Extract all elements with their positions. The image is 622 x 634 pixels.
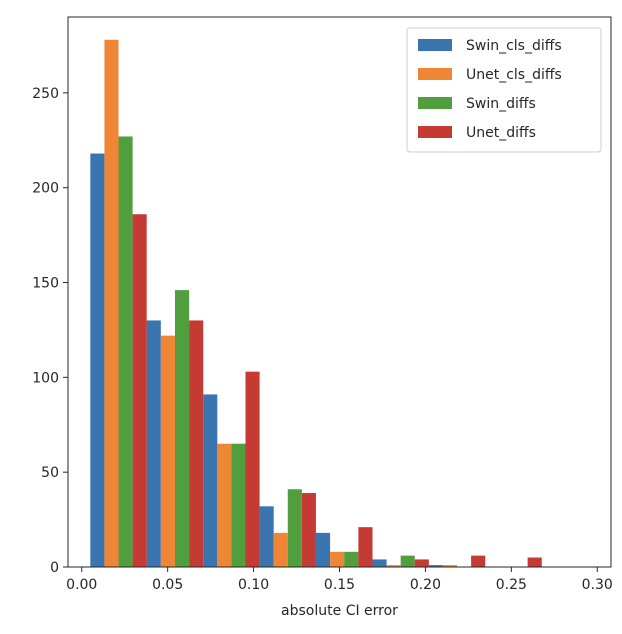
bar-unet-diffs-bin-4 <box>301 493 316 567</box>
x-tick-label: 0.05 <box>152 577 183 593</box>
legend-box <box>406 27 602 153</box>
y-tick-label: 50 <box>41 465 59 481</box>
bar-swin-diffs-bin-2 <box>174 290 190 567</box>
bar-unet-diffs-bin-3 <box>245 371 260 567</box>
x-axis-label: absolute CI error <box>281 603 398 619</box>
legend-label: Unet_diffs <box>466 125 536 141</box>
bar-unet-cls-diffs-bin-7 <box>442 565 458 567</box>
bars-layer <box>90 39 542 568</box>
x-tick-label: 0.30 <box>582 577 613 593</box>
bar-swin-cls-diffs-bin-3 <box>203 394 218 567</box>
bar-swin-cls-diffs-bin-4 <box>259 506 274 567</box>
bar-swin-diffs-bin-6 <box>400 555 415 567</box>
bar-swin-diffs-bin-5 <box>344 551 359 567</box>
bar-unet-cls-diffs-bin-4 <box>273 532 288 567</box>
bar-unet-cls-diffs-bin-2 <box>160 335 175 567</box>
bar-unet-cls-diffs-bin-6 <box>386 565 401 567</box>
bar-unet-cls-diffs-bin-1 <box>104 39 119 568</box>
x-tick-label: 0.10 <box>238 577 269 593</box>
bar-unet-diffs-bin-8 <box>527 557 542 567</box>
y-tick-label: 200 <box>32 181 59 197</box>
bar-swin-cls-diffs-bin-2 <box>146 320 161 567</box>
y-axis: 0 50 100 150 200 250 <box>32 86 68 576</box>
legend-label: Swin_cls_diffs <box>466 38 562 54</box>
bar-unet-diffs-bin-1 <box>132 214 147 567</box>
bar-swin-diffs-bin-1 <box>118 136 133 567</box>
bar-unet-diffs-bin-2 <box>189 320 204 567</box>
legend-swatch <box>418 68 452 80</box>
y-tick-label: 100 <box>32 370 59 386</box>
legend-swatch <box>418 39 452 51</box>
bar-unet-diffs-bin-7 <box>471 555 486 567</box>
legend-swatch <box>418 126 452 138</box>
bar-unet-cls-diffs-bin-5 <box>330 551 345 567</box>
legend-label: Swin_diffs <box>466 96 536 112</box>
bar-unet-diffs-bin-5 <box>358 527 373 567</box>
legend: Swin_cls_diffs Unet_cls_diffs Swin_diffs Un… <box>406 27 602 153</box>
bar-swin-diffs-bin-3 <box>231 443 246 567</box>
y-tick-label: 0 <box>50 560 59 576</box>
legend-swatch <box>418 97 452 109</box>
bar-swin-diffs-bin-4 <box>287 489 302 567</box>
y-tick-label: 150 <box>32 276 59 292</box>
x-tick-label: 0.20 <box>410 577 441 593</box>
bar-swin-cls-diffs-bin-5 <box>315 532 331 567</box>
bar-swin-cls-diffs-bin-1 <box>90 153 105 567</box>
y-tick-label: 250 <box>32 86 59 102</box>
x-tick-label: 0.25 <box>496 577 527 593</box>
bar-unet-cls-diffs-bin-3 <box>217 443 232 567</box>
bar-unet-diffs-bin-6 <box>414 559 429 567</box>
bar-swin-cls-diffs-bin-6 <box>372 559 387 567</box>
x-tick-label: 0.00 <box>66 577 97 593</box>
bar-swin-cls-diffs-bin-7 <box>428 565 443 567</box>
x-tick-label: 0.15 <box>324 577 355 593</box>
x-axis: 0.00 0.05 0.10 0.15 0.20 0.25 0.30 <box>66 567 613 593</box>
legend-label: Unet_cls_diffs <box>466 67 562 83</box>
